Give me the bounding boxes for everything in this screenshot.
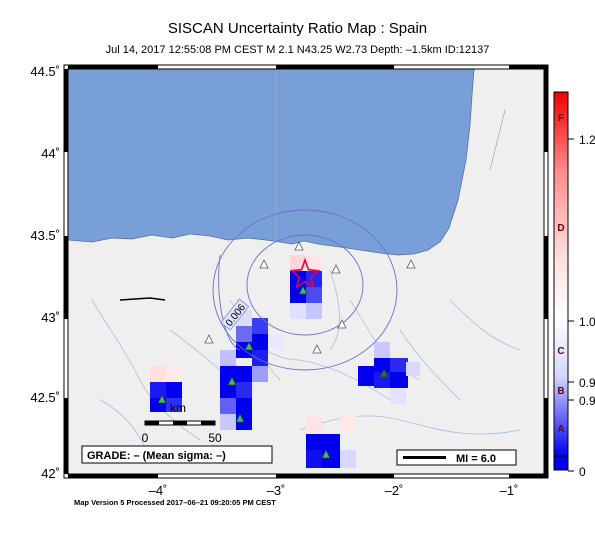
station-marker [406, 259, 416, 269]
lat-tick: 44˚ [41, 146, 60, 161]
coast-detail [119, 297, 166, 301]
mi-legend: MI = 6.0 [396, 449, 517, 466]
lat-tick: 44.5˚ [30, 64, 60, 79]
station-marker [331, 264, 341, 274]
grade-letter: D [557, 223, 564, 234]
lon-tick: –4˚ [149, 483, 168, 498]
station-marker [337, 319, 347, 329]
sea [68, 69, 475, 256]
station-marker [259, 259, 269, 269]
station-marker-active [227, 376, 237, 386]
processing-footer: Map Version 5 Processed 2017–06–21 09:20… [74, 498, 276, 507]
stations [157, 241, 416, 459]
map-area[interactable]: 0.006 km 0 50 [68, 69, 544, 474]
map-frame [63, 64, 549, 479]
lon-tick: –3˚ [267, 483, 286, 498]
lon-tick: –1˚ [500, 483, 519, 498]
station-marker-active [244, 341, 254, 351]
colorbar-value: 0.9 [579, 394, 595, 408]
colorbar-value: 0 [579, 465, 586, 479]
grade-letter: C [557, 346, 564, 357]
scale-bar: km 0 50 [142, 401, 222, 445]
svg-text:km: km [170, 401, 186, 415]
lon-axis: –4˚ –3˚ –2˚ –1˚ [149, 483, 519, 498]
colorbar-value: 1.2 [579, 133, 595, 147]
grade-letter: F [558, 113, 564, 124]
grade-letter: B [557, 386, 564, 397]
event-info: Jul 14, 2017 12:55:08 PM CEST M 2.1 N43.… [105, 44, 490, 56]
lat-axis: 44.5˚ 44˚ 43.5˚ 43˚ 42.5˚ 42˚ [30, 64, 60, 481]
lon-tick: –2˚ [385, 483, 404, 498]
station-marker-active [298, 285, 308, 295]
station-marker-active [235, 413, 245, 423]
svg-text:MI = 6.0: MI = 6.0 [456, 453, 496, 465]
river [489, 109, 506, 171]
contours [212, 209, 398, 371]
lat-tick: 43.5˚ [30, 228, 60, 243]
lat-tick: 42.5˚ [30, 390, 60, 405]
map-title: SISCAN Uncertainty Ratio Map : Spain [167, 20, 428, 37]
svg-text:GRADE: – (Mean sigma: –): GRADE: – (Mean sigma: –) [87, 450, 226, 462]
svg-text:50: 50 [208, 431, 222, 445]
station-marker-active [157, 394, 167, 404]
svg-text:0: 0 [142, 431, 149, 445]
grade-letter: A [557, 424, 564, 435]
lat-tick: 42˚ [41, 466, 60, 481]
grade-box: GRADE: – (Mean sigma: –) [81, 445, 273, 464]
station-marker [204, 334, 214, 344]
colorbar-value: 0.9 [579, 376, 595, 390]
station-marker-active [379, 368, 389, 378]
station-marker [312, 344, 322, 354]
colorbar-value: 1.0 [579, 315, 595, 329]
colorbar: F D C B A 1.2 1.0 0.9 0.9 0 [553, 91, 595, 479]
epicenter-star-icon [289, 257, 321, 289]
station-marker [294, 241, 304, 251]
station-marker-active [321, 449, 331, 459]
lat-tick: 43˚ [41, 310, 60, 325]
